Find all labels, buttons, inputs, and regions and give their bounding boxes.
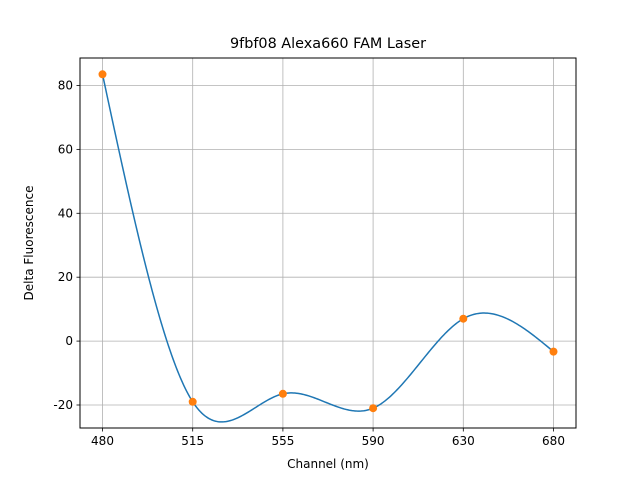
data-point bbox=[549, 347, 558, 356]
data-point bbox=[188, 397, 197, 406]
data-point bbox=[98, 70, 107, 79]
y-tick-label: 80 bbox=[58, 78, 73, 92]
y-tick-label: 60 bbox=[58, 142, 73, 156]
x-axis: 480 515 555 590 630 680 bbox=[91, 428, 565, 448]
y-axis: -20 0 20 40 60 80 bbox=[53, 78, 80, 412]
series-curve bbox=[101, 74, 554, 423]
y-axis-label: Delta Fluorescence bbox=[22, 186, 36, 301]
y-tick-label: 40 bbox=[58, 206, 73, 220]
x-tick-label: 515 bbox=[181, 434, 204, 448]
y-tick-label: 20 bbox=[58, 270, 73, 284]
x-tick-label: 555 bbox=[271, 434, 294, 448]
chart-title: 9fbf08 Alexa660 FAM Laser bbox=[230, 36, 426, 52]
data-point bbox=[459, 314, 468, 323]
curve-layer bbox=[101, 74, 554, 423]
y-tick-label: -20 bbox=[53, 398, 73, 412]
x-tick-label: 680 bbox=[542, 434, 565, 448]
data-point bbox=[369, 404, 378, 413]
plot-frame bbox=[79, 57, 577, 429]
x-tick-label: 480 bbox=[91, 434, 114, 448]
marker-layer bbox=[98, 70, 558, 413]
x-axis-label: Channel (nm) bbox=[287, 457, 369, 471]
data-point bbox=[278, 389, 287, 398]
y-tick-label: 0 bbox=[65, 334, 73, 348]
grid bbox=[80, 58, 576, 428]
x-tick-label: 630 bbox=[452, 434, 475, 448]
x-tick-label: 590 bbox=[362, 434, 385, 448]
